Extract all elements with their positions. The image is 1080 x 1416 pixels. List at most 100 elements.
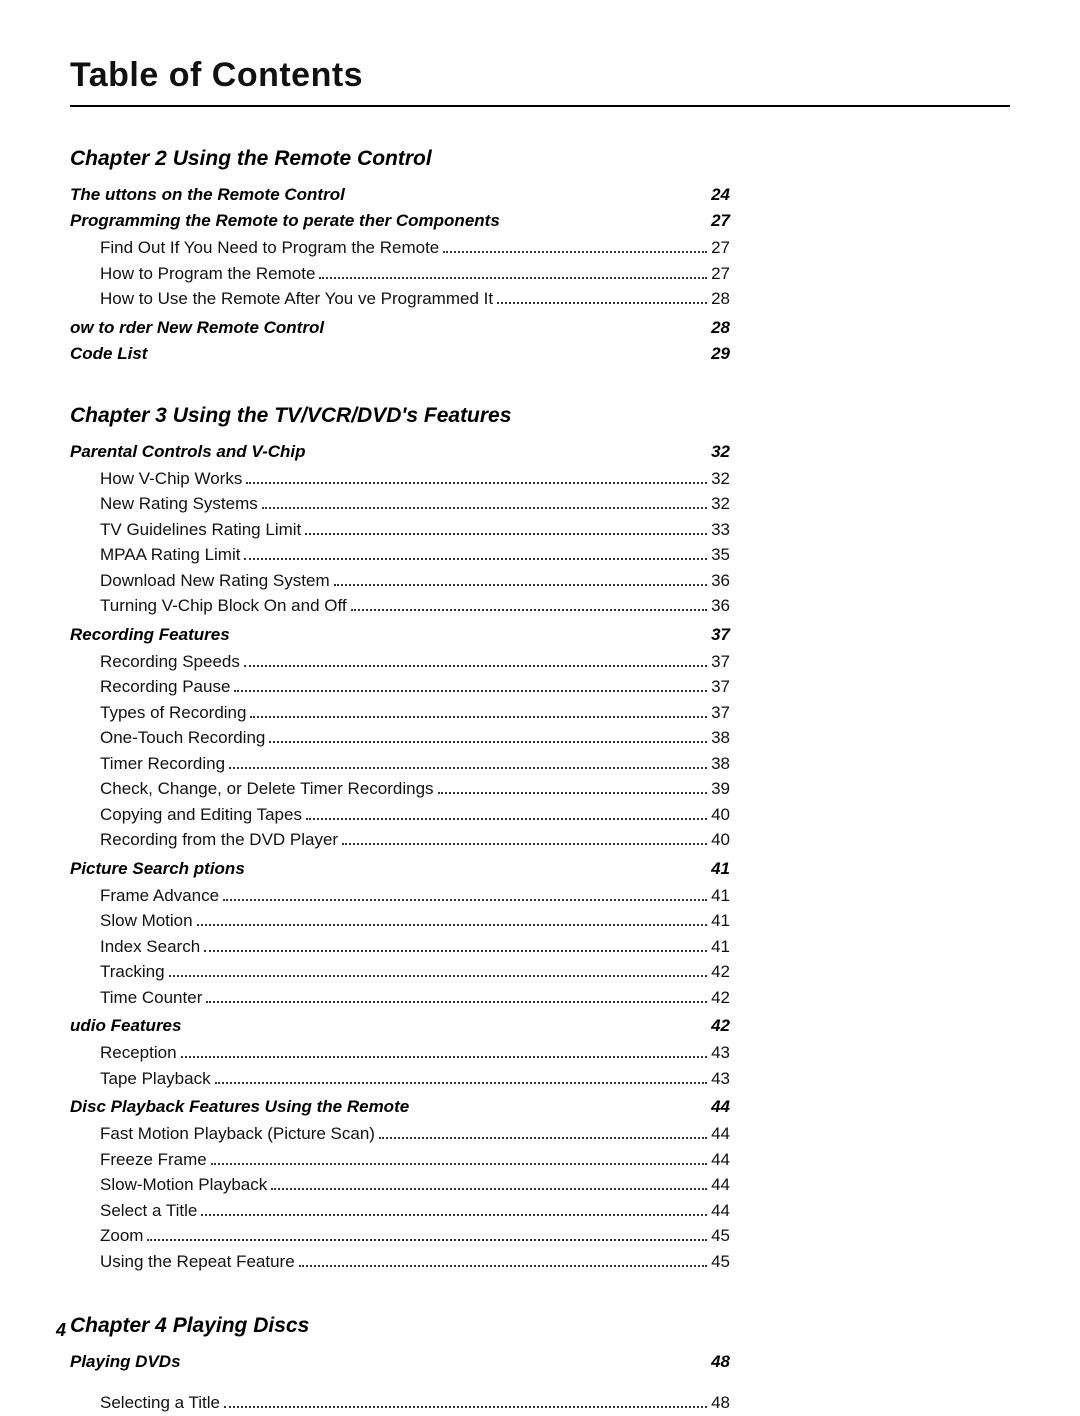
entry-text: How V-Chip Works (100, 466, 242, 492)
toc-entry: Tracking 42 (70, 959, 730, 985)
entry-page: 43 (711, 1066, 730, 1092)
entry-page: 41 (711, 934, 730, 960)
section-page: 29 (691, 344, 730, 364)
entry-page: 32 (711, 466, 730, 492)
toc-entry: How V-Chip Works 32 (70, 466, 730, 492)
entries-list: Selecting a Title48 (70, 1390, 730, 1416)
toc-entry: Download New Rating System 36 (70, 568, 730, 594)
section-row: Code List 29 (70, 344, 730, 364)
entry-page: 27 (711, 235, 730, 261)
entry-text: Find Out If You Need to Program the Remo… (100, 235, 439, 261)
section-label: udio Features (70, 1016, 181, 1036)
section-row: Recording Features37 (70, 625, 730, 645)
entry-page: 41 (711, 908, 730, 934)
entry-page: 44 (711, 1147, 730, 1173)
section-page: 27 (691, 211, 730, 231)
leader-dots (306, 818, 707, 820)
entry-page: 42 (711, 959, 730, 985)
entry-page: 44 (711, 1198, 730, 1224)
leader-dots (351, 609, 707, 611)
leader-dots (250, 716, 707, 718)
toc-entry: Selecting a Title48 (70, 1390, 730, 1416)
section-row: Disc Playback Features Using the Remote4… (70, 1097, 730, 1117)
leader-dots (234, 690, 707, 692)
leader-dots (169, 975, 708, 977)
entry-page: 36 (711, 568, 730, 594)
entries-list: Reception43Tape Playback43 (70, 1040, 730, 1091)
toc-entry: Recording from the DVD Player40 (70, 827, 730, 853)
section-page: 32 (691, 442, 730, 462)
section-label: Parental Controls and V-Chip (70, 442, 306, 462)
entries-list: Fast Motion Playback (Picture Scan)44Fre… (70, 1121, 730, 1274)
toc-entry: Index Search 41 (70, 934, 730, 960)
toc-entry: Fast Motion Playback (Picture Scan)44 (70, 1121, 730, 1147)
leader-dots (201, 1214, 707, 1216)
toc-entry: Time Counter42 (70, 985, 730, 1011)
entries-list: Recording Speeds37Recording Pause37Types… (70, 649, 730, 853)
entries-list: Find Out If You Need to Program the Remo… (70, 235, 730, 312)
toc-entry: Turning V-Chip Block On and Off36 (70, 593, 730, 619)
toc-entry: Slow Motion 41 (70, 908, 730, 934)
entry-text: Reception (100, 1040, 177, 1066)
entry-text: Types of Recording (100, 700, 246, 726)
toc-entry: Types of Recording 37 (70, 700, 730, 726)
entry-text: Tape Playback (100, 1066, 211, 1092)
chapter-title: Chapter 3 Using the TV/VCR/DVD's Feature… (70, 404, 1010, 428)
toc-entry: Zoom45 (70, 1223, 730, 1249)
entry-text: Download New Rating System (100, 568, 330, 594)
entry-text: Slow Motion (100, 908, 193, 934)
toc-entry: How to Use the Remote After You ve Progr… (70, 286, 730, 312)
entry-text: Recording Speeds (100, 649, 240, 675)
leader-dots (443, 251, 707, 253)
leader-dots (342, 843, 707, 845)
entry-text: Check, Change, or Delete Timer Recording… (100, 776, 434, 802)
section-label: Code List (70, 344, 147, 364)
section-page: 37 (691, 625, 730, 645)
section-row: Playing DVDs48 (70, 1352, 730, 1372)
leader-dots (305, 533, 707, 535)
page-container: Table of Contents Chapter 2 Using the Re… (0, 0, 1080, 1416)
section-row: Picture Search ptions41 (70, 859, 730, 879)
entry-text: Index Search (100, 934, 200, 960)
entry-page: 40 (711, 827, 730, 853)
entry-text: Using the Repeat Feature (100, 1249, 295, 1275)
section-label: ow to rder New Remote Control (70, 318, 324, 338)
entry-page: 39 (711, 776, 730, 802)
toc-entry: MPAA Rating Limit35 (70, 542, 730, 568)
section-label: The uttons on the Remote Control (70, 185, 345, 205)
entry-page: 37 (711, 700, 730, 726)
entry-text: TV Guidelines Rating Limit (100, 517, 301, 543)
leader-dots (379, 1137, 707, 1139)
entry-page: 32 (711, 491, 730, 517)
toc-entry: Find Out If You Need to Program the Remo… (70, 235, 730, 261)
chapter-title: Chapter 4 Playing Discs (70, 1314, 1010, 1338)
toc-entry: Using the Repeat Feature45 (70, 1249, 730, 1275)
toc-entry: Select a Title44 (70, 1198, 730, 1224)
leader-dots (497, 302, 707, 304)
entry-page: 28 (711, 286, 730, 312)
leader-dots (223, 899, 707, 901)
toc-body: Chapter 2 Using the Remote ControlThe ut… (70, 147, 1010, 1416)
section-row: udio Features42 (70, 1016, 730, 1036)
leader-dots (211, 1163, 707, 1165)
entry-page: 40 (711, 802, 730, 828)
section-label: Picture Search ptions (70, 859, 245, 879)
entry-text: Frame Advance (100, 883, 219, 909)
entry-text: Time Counter (100, 985, 202, 1011)
leader-dots (244, 558, 707, 560)
leader-dots (147, 1239, 707, 1241)
entry-page: 44 (711, 1121, 730, 1147)
title-underline (70, 105, 1010, 107)
leader-dots (269, 741, 707, 743)
section-page: 48 (691, 1352, 730, 1372)
section-row: The uttons on the Remote Control24 (70, 185, 730, 205)
leader-dots (438, 792, 708, 794)
entry-page: 41 (711, 883, 730, 909)
entry-text: Tracking (100, 959, 165, 985)
entry-text: Timer Recording (100, 751, 225, 777)
entry-page: 38 (711, 725, 730, 751)
section-row: Parental Controls and V-Chip 32 (70, 442, 730, 462)
entry-page: 38 (711, 751, 730, 777)
toc-entry: New Rating Systems32 (70, 491, 730, 517)
leader-dots (319, 277, 707, 279)
